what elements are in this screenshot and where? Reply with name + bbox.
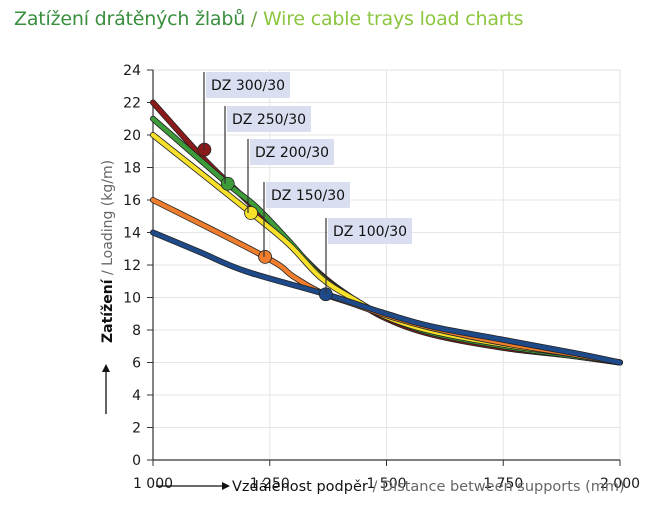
callouts-layer: DZ 300/30 DZ 250/30 DZ 200/30 DZ 150/30 DZ 1… (203, 72, 412, 295)
callout-label-dz-100-30: DZ 100/30 (333, 224, 407, 240)
y-tick-label: 8 (132, 323, 141, 339)
series-marker-dz-250-30 (220, 176, 235, 191)
series-marker-dz-200-30 (244, 206, 258, 220)
y-axis-arrowhead (102, 364, 110, 372)
y-tick-label: 2 (132, 421, 141, 437)
y-tick-label: 12 (123, 258, 141, 274)
y-axis-label: Zatížení / Loading (kg/m) (100, 160, 116, 343)
callout-box-dz-100-30 (328, 218, 412, 244)
y-tick-label: 16 (123, 193, 141, 209)
chart-title: Zatížení drátěných žlabů / Wire cable tr… (14, 8, 524, 30)
y-tick-label: 14 (123, 226, 141, 242)
y-tick-label: 6 (132, 356, 141, 372)
series-line-dz-100-30 (150, 230, 623, 365)
y-tick-label: 0 (132, 453, 141, 469)
callout-box-dz-150-30 (266, 182, 350, 208)
title-english: Wire cable trays load charts (262, 8, 524, 30)
callout-label-dz-200-30: DZ 200/30 (255, 145, 329, 161)
x-tick-label: 1 000 (133, 476, 173, 492)
y-axis-label-sub: / Loading (kg/m) (100, 160, 116, 280)
series-layer (150, 99, 623, 366)
y-tick-label: 20 (123, 128, 141, 144)
axis-labels: Vzdálenost podpěr / Distance between sup… (100, 160, 625, 495)
callout-label-dz-250-30: DZ 250/30 (232, 112, 306, 128)
x-tick-label: 1 250 (250, 476, 290, 492)
title-separator: / (245, 8, 263, 30)
x-tick-label: 1 500 (366, 476, 406, 492)
callout-label-dz-150-30: DZ 150/30 (271, 188, 345, 204)
title-czech: Zatížení drátěných žlabů (14, 8, 246, 30)
y-axis-label-main: Zatížení (100, 278, 116, 343)
x-axis-arrowhead (222, 482, 230, 490)
y-tick-label: 22 (123, 96, 141, 112)
y-tick-label: 4 (132, 388, 141, 404)
y-tick-label: 24 (123, 63, 141, 79)
x-tick-label: 2 000 (600, 476, 640, 492)
y-tick-label: 18 (123, 161, 141, 177)
x-axis-label: Vzdálenost podpěr / Distance between sup… (232, 479, 625, 495)
x-axis-label-main: Vzdálenost podpěr (232, 479, 368, 495)
x-axis-label-sub: / Distance between supports (mm) (368, 479, 625, 495)
x-tick-label: 1 750 (483, 476, 523, 492)
callout-box-dz-250-30 (227, 106, 311, 132)
callout-label-dz-300-30: DZ 300/30 (211, 78, 285, 94)
series-marker-dz-150-30 (258, 249, 272, 264)
callout-box-dz-300-30 (206, 72, 290, 98)
callout-box-dz-200-30 (250, 139, 334, 165)
y-tick-label: 10 (123, 291, 141, 307)
